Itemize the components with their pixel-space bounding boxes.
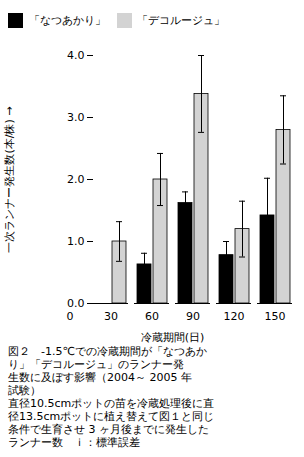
svg-text:4.0: 4.0 xyxy=(67,49,85,62)
svg-text:1.0: 1.0 xyxy=(67,235,85,248)
svg-text:2.0: 2.0 xyxy=(67,173,85,186)
html-text:生数に及ぼす影響（2004～ 2005 年: 生数に及ぼす影響（2004～ 2005 年 xyxy=(8,370,192,384)
svg-text:3.0: 3.0 xyxy=(67,111,85,124)
svg-text:0.0: 0.0 xyxy=(67,297,85,310)
html-text:試験）: 試験） xyxy=(8,383,41,397)
html-text:径13.5cmポットに植え替えて図１と同じ: 径13.5cmポットに植え替えて図１と同じ xyxy=(8,409,215,423)
html-text:り」「デコルージュ」のランナー発: り」「デコルージュ」のランナー発 xyxy=(8,357,184,371)
html-text:「デコルージュ」: 「デコルージュ」 xyxy=(137,14,225,27)
svg-text:一次ランナー発生数(本/株) →: 一次ランナー発生数(本/株) → xyxy=(3,106,16,252)
svg-text:30: 30 xyxy=(104,310,118,323)
html-text:ランナー数 ｉ：標準誤差: ランナー数 ｉ：標準誤差 xyxy=(8,435,140,449)
html-text:図２ -1.5℃での冷蔵期間が「なつあか: 図２ -1.5℃での冷蔵期間が「なつあか xyxy=(8,344,207,358)
html-text:条件で生育させ 3 ヶ月後までに発生した: 条件で生育させ 3 ヶ月後までに発生した xyxy=(8,422,209,436)
svg-text:0: 0 xyxy=(67,310,74,323)
svg-text:120: 120 xyxy=(224,310,245,323)
svg-text:90: 90 xyxy=(186,310,200,323)
html-text:「なつあかり」: 「なつあかり」 xyxy=(28,14,106,27)
html-text:直径10.5cmポットの苗を冷蔵処理後に直: 直径10.5cmポットの苗を冷蔵処理後に直 xyxy=(8,396,215,410)
svg-text:冷蔵期間(日): 冷蔵期間(日) xyxy=(141,330,205,343)
svg-text:150: 150 xyxy=(265,310,286,323)
svg-text:60: 60 xyxy=(145,310,159,323)
